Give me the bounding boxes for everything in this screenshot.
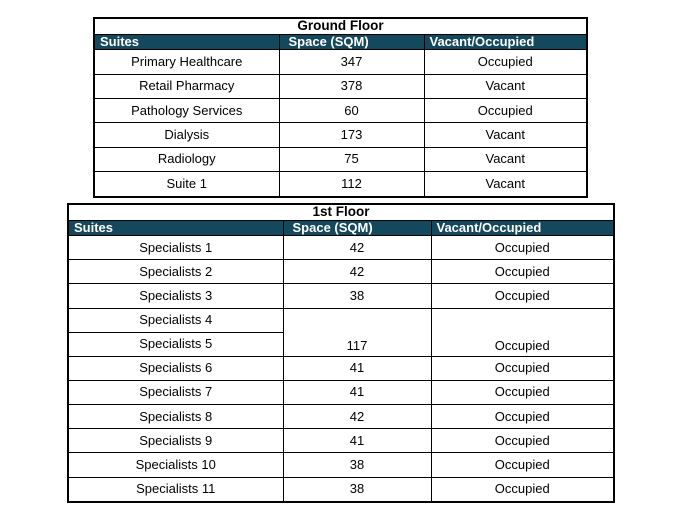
column-header-suites: Suites (67, 219, 284, 237)
table-row: Specialists 9 41 Occupied (67, 428, 615, 454)
status-cell: Occupied (430, 404, 615, 430)
table-row: Specialists 4 117 Occupied (67, 307, 615, 357)
column-header-space: Space (SQM) (282, 219, 432, 237)
space-cell: 41 (282, 428, 432, 454)
space-cell: 42 (282, 259, 432, 285)
status-cell: Vacant (423, 73, 588, 99)
status-cell: Occupied (430, 235, 615, 261)
suite-cell: Dialysis (93, 122, 280, 148)
status-cell: Occupied (430, 428, 615, 454)
status-cell: Occupied (430, 476, 615, 503)
table-title: Ground Floor (93, 17, 588, 35)
space-cell: 38 (282, 283, 432, 309)
table-row: Specialists 11 38 Occupied (67, 476, 615, 503)
space-cell: 117 (282, 307, 432, 357)
suite-cell: Specialists 1 (67, 235, 284, 261)
table-row: Specialists 7 41 Occupied (67, 379, 615, 406)
suite-cell: Primary Healthcare (93, 49, 280, 75)
first-floor-table: 1st Floor Suites Space (SQM) Vacant/Occu… (67, 203, 615, 503)
suite-cell: Specialists 5 (67, 331, 284, 357)
space-cell: 42 (282, 235, 432, 261)
column-header-suites: Suites (93, 33, 280, 51)
space-cell: 41 (282, 379, 432, 406)
status-cell: Vacant (423, 171, 588, 198)
space-cell: 38 (282, 476, 432, 503)
suite-cell: Specialists 10 (67, 452, 284, 478)
suite-cell: Specialists 9 (67, 428, 284, 454)
floor-table-body-1: Specialists 1 42 Occupied Specialists 2 42 Oc… (67, 235, 615, 503)
suite-cell: Pathology Services (93, 97, 280, 124)
suite-cell: Specialists 2 (67, 259, 284, 285)
suite-cell: Specialists 7 (67, 379, 284, 406)
table-title-row: 1st Floor (67, 203, 615, 221)
table-row: Retail Pharmacy 378 Vacant (93, 73, 588, 99)
space-cell: 378 (278, 73, 425, 99)
space-cell: 173 (278, 122, 425, 148)
space-cell: 60 (278, 97, 425, 124)
ground-floor-table: Ground Floor Suites Space (SQM) Vacant/O… (93, 17, 589, 198)
suite-cell: Specialists 11 (67, 476, 284, 503)
suite-cell: Specialists 8 (67, 404, 284, 430)
table-row: Radiology 75 Vacant (93, 146, 588, 173)
space-cell: 38 (282, 452, 432, 478)
space-cell: 42 (282, 404, 432, 430)
space-cell: 347 (278, 49, 425, 75)
status-cell: Occupied (430, 452, 615, 478)
table-header-row: Suites Space (SQM) Vacant/Occupied (93, 33, 588, 51)
suite-cell: Specialists 4 (67, 307, 284, 333)
column-header-space: Space (SQM) (278, 33, 425, 51)
table-row: Specialists 2 42 Occupied (67, 259, 615, 285)
table-row: Specialists 5 (67, 331, 614, 357)
column-header-status: Vacant/Occupied (430, 219, 615, 237)
space-cell: 112 (278, 171, 425, 198)
table-title-row: Ground Floor (93, 17, 588, 35)
status-cell: Occupied (423, 49, 588, 75)
space-cell: 41 (282, 355, 432, 381)
status-cell: Vacant (423, 146, 588, 173)
column-header-status: Vacant/Occupied (423, 33, 588, 51)
suite-cell: Specialists 3 (67, 283, 284, 309)
table-row: Dialysis 173 Vacant (93, 122, 588, 148)
table-title: 1st Floor (67, 203, 615, 221)
status-cell: Occupied (430, 259, 615, 285)
table-row: Specialists 3 38 Occupied (67, 283, 615, 309)
status-cell: Occupied (430, 379, 615, 406)
suite-cell: Suite 1 (93, 171, 280, 198)
table-row: Pathology Services 60 Occupied (93, 97, 588, 124)
table-row: Primary Healthcare 347 Occupied (93, 49, 588, 75)
table-row: Suite 1 112 Vacant (93, 171, 588, 198)
table-row: Specialists 1 42 Occupied (67, 235, 615, 261)
floor-table-body-0: Primary Healthcare 347 Occupied Retail Phar… (93, 49, 588, 198)
space-cell: 75 (278, 146, 425, 173)
table-row: Specialists 10 38 Occupied (67, 452, 615, 478)
suite-cell: Radiology (93, 146, 280, 173)
table-row: Specialists 8 42 Occupied (67, 404, 615, 430)
status-cell: Occupied (423, 97, 588, 124)
status-cell: Occupied (430, 355, 615, 381)
status-cell: Occupied (430, 307, 615, 357)
status-cell: Occupied (430, 283, 615, 309)
suite-cell: Specialists 6 (67, 355, 284, 381)
suite-cell: Retail Pharmacy (93, 73, 280, 99)
table-row: Specialists 6 41 Occupied (67, 355, 615, 381)
table-header-row: Suites Space (SQM) Vacant/Occupied (67, 219, 615, 237)
status-cell: Vacant (423, 122, 588, 148)
